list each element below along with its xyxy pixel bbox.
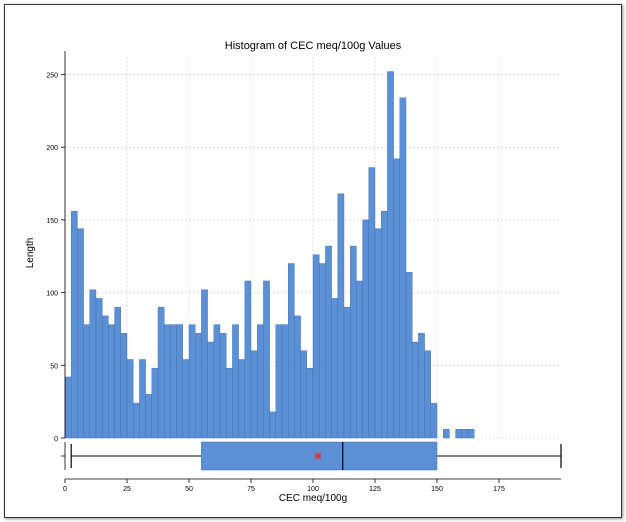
histogram-bar-18 — [176, 324, 184, 439]
histogram-bar-1 — [70, 210, 78, 439]
x-tick-label-0: 0 — [63, 486, 67, 493]
histogram-bar-54 — [399, 97, 407, 439]
histogram-bar-49 — [368, 167, 376, 439]
histogram-bar-42 — [325, 245, 332, 439]
histogram-bar-20 — [188, 324, 196, 439]
histogram-bar-37 — [294, 315, 301, 439]
histogram-bar-63 — [455, 429, 463, 439]
y-tick-label-1: 50 — [50, 363, 58, 370]
histogram-bar-5 — [95, 298, 103, 439]
histogram-bar-26 — [225, 367, 233, 439]
histogram-bar-53 — [393, 158, 401, 439]
histogram-bar-4 — [89, 289, 97, 439]
x-tick-label-6: 150 — [431, 486, 443, 493]
histogram-bar-29 — [244, 280, 252, 439]
histogram-bar-7 — [108, 324, 115, 439]
histogram-bar-16 — [163, 324, 171, 439]
histogram-bar-38 — [300, 350, 308, 439]
histogram-bars — [64, 71, 475, 439]
histogram-bar-45 — [343, 306, 351, 439]
histogram-bar-10 — [126, 359, 134, 439]
histogram-bar-43 — [331, 298, 339, 439]
histogram-bar-12 — [139, 359, 146, 439]
histogram-bar-32 — [263, 280, 270, 439]
histogram-bar-25 — [219, 333, 227, 439]
y-tick-label-4: 200 — [46, 145, 58, 152]
histogram-bar-27 — [232, 324, 239, 439]
chart-frame: Histogram of CEC meq/100g Values Length … — [4, 4, 622, 518]
x-tick-label-3: 75 — [247, 486, 255, 493]
histogram-bar-44 — [337, 193, 345, 439]
x-tick-label-5: 125 — [369, 486, 381, 493]
x-axis-label: CEC meq/100g — [279, 493, 347, 504]
histogram-bar-31 — [256, 324, 264, 439]
y-tick-label-0: 0 — [54, 436, 58, 443]
histogram-bar-2 — [77, 228, 84, 439]
histogram-bar-24 — [213, 324, 221, 439]
histogram-bar-9 — [120, 333, 128, 439]
histogram-bar-64 — [461, 429, 469, 439]
chart-title: Histogram of CEC meq/100g Values — [225, 40, 402, 52]
x-tick-label-7: 175 — [493, 486, 505, 493]
histogram-bar-19 — [182, 359, 190, 439]
histogram-bar-35 — [281, 324, 289, 439]
histogram-bar-33 — [269, 411, 277, 439]
histogram-bar-51 — [381, 210, 388, 439]
histogram-chart: Histogram of CEC meq/100g Values Length … — [25, 40, 562, 504]
histogram-bar-46 — [350, 245, 357, 439]
x-tick-label-4: 100 — [307, 486, 319, 493]
x-tick-label-1: 25 — [123, 486, 131, 493]
histogram-bar-14 — [151, 367, 159, 439]
histogram-bar-41 — [319, 263, 326, 439]
histogram-bar-6 — [101, 315, 109, 439]
histogram-bar-50 — [374, 228, 382, 439]
histogram-bar-3 — [83, 324, 90, 439]
histogram-bar-30 — [250, 350, 258, 439]
histogram-bar-15 — [157, 306, 165, 439]
x-tick-label-2: 50 — [185, 486, 193, 493]
histogram-bar-56 — [412, 341, 419, 439]
histogram-bar-17 — [170, 324, 177, 439]
histogram-bar-28 — [238, 359, 246, 439]
histogram-bar-57 — [418, 333, 425, 439]
histogram-bar-36 — [288, 263, 295, 439]
boxplot-mean-marker — [314, 452, 322, 460]
histogram-bar-21 — [194, 333, 202, 439]
histogram-bar-23 — [207, 341, 215, 439]
histogram-bar-22 — [201, 289, 208, 439]
y-tick-label-2: 100 — [46, 291, 58, 298]
boxplot — [70, 441, 562, 471]
histogram-bar-58 — [424, 350, 432, 439]
histogram-bar-52 — [387, 71, 394, 439]
histogram-bar-0 — [64, 376, 72, 439]
histogram-bar-39 — [306, 367, 314, 439]
histogram-bar-47 — [356, 280, 363, 439]
histogram-bar-13 — [145, 394, 153, 439]
histogram-bar-8 — [114, 306, 121, 439]
y-tick-label-3: 150 — [46, 218, 58, 225]
histogram-bar-40 — [312, 254, 320, 439]
axes: 0 50 100 150 200 250 0 25 50 75 100 125 150 175 — [46, 51, 561, 493]
histogram-bar-11 — [132, 402, 140, 439]
histogram-bar-34 — [275, 324, 283, 439]
histogram-bar-55 — [405, 272, 413, 439]
y-tick-label-5: 250 — [46, 72, 58, 79]
histogram-bar-61 — [443, 429, 450, 439]
histogram-bar-59 — [430, 402, 438, 439]
y-axis-label: Length — [25, 238, 36, 269]
histogram-bar-48 — [362, 219, 370, 439]
histogram-bar-65 — [467, 429, 475, 439]
